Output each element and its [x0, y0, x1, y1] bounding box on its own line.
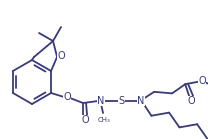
- Text: O: O: [63, 92, 71, 102]
- Text: O: O: [57, 51, 65, 61]
- Text: O: O: [81, 115, 89, 125]
- Text: CH₃: CH₃: [98, 117, 110, 123]
- Text: N: N: [97, 96, 105, 106]
- Text: O: O: [187, 96, 195, 106]
- Text: N: N: [137, 96, 145, 106]
- Text: O: O: [198, 76, 206, 86]
- Text: S: S: [118, 96, 124, 106]
